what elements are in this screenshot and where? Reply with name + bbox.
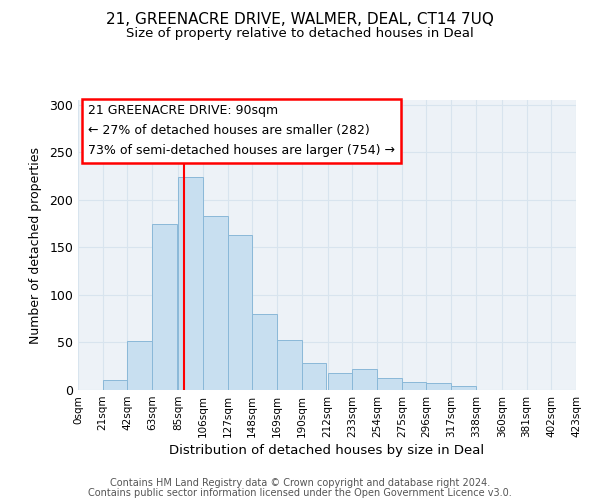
Bar — [302, 364, 326, 390]
Text: Contains HM Land Registry data © Crown copyright and database right 2024.: Contains HM Land Registry data © Crown c… — [110, 478, 490, 488]
Text: 21 GREENACRE DRIVE: 90sqm
← 27% of detached houses are smaller (282)
73% of semi: 21 GREENACRE DRIVE: 90sqm ← 27% of detac… — [88, 104, 395, 158]
Bar — [152, 224, 177, 390]
Bar — [402, 382, 427, 390]
Bar — [377, 378, 402, 390]
Bar — [451, 386, 476, 390]
Bar — [252, 314, 277, 390]
Bar — [427, 384, 451, 390]
Text: 21, GREENACRE DRIVE, WALMER, DEAL, CT14 7UQ: 21, GREENACRE DRIVE, WALMER, DEAL, CT14 … — [106, 12, 494, 28]
Bar — [352, 369, 377, 390]
Bar — [227, 235, 252, 390]
Bar — [178, 177, 203, 390]
Bar — [203, 216, 227, 390]
Y-axis label: Number of detached properties: Number of detached properties — [29, 146, 43, 344]
Text: Contains public sector information licensed under the Open Government Licence v3: Contains public sector information licen… — [88, 488, 512, 498]
Bar — [127, 340, 152, 390]
Bar — [103, 380, 127, 390]
Bar — [328, 373, 352, 390]
X-axis label: Distribution of detached houses by size in Deal: Distribution of detached houses by size … — [169, 444, 485, 457]
Text: Size of property relative to detached houses in Deal: Size of property relative to detached ho… — [126, 28, 474, 40]
Bar — [277, 340, 302, 390]
